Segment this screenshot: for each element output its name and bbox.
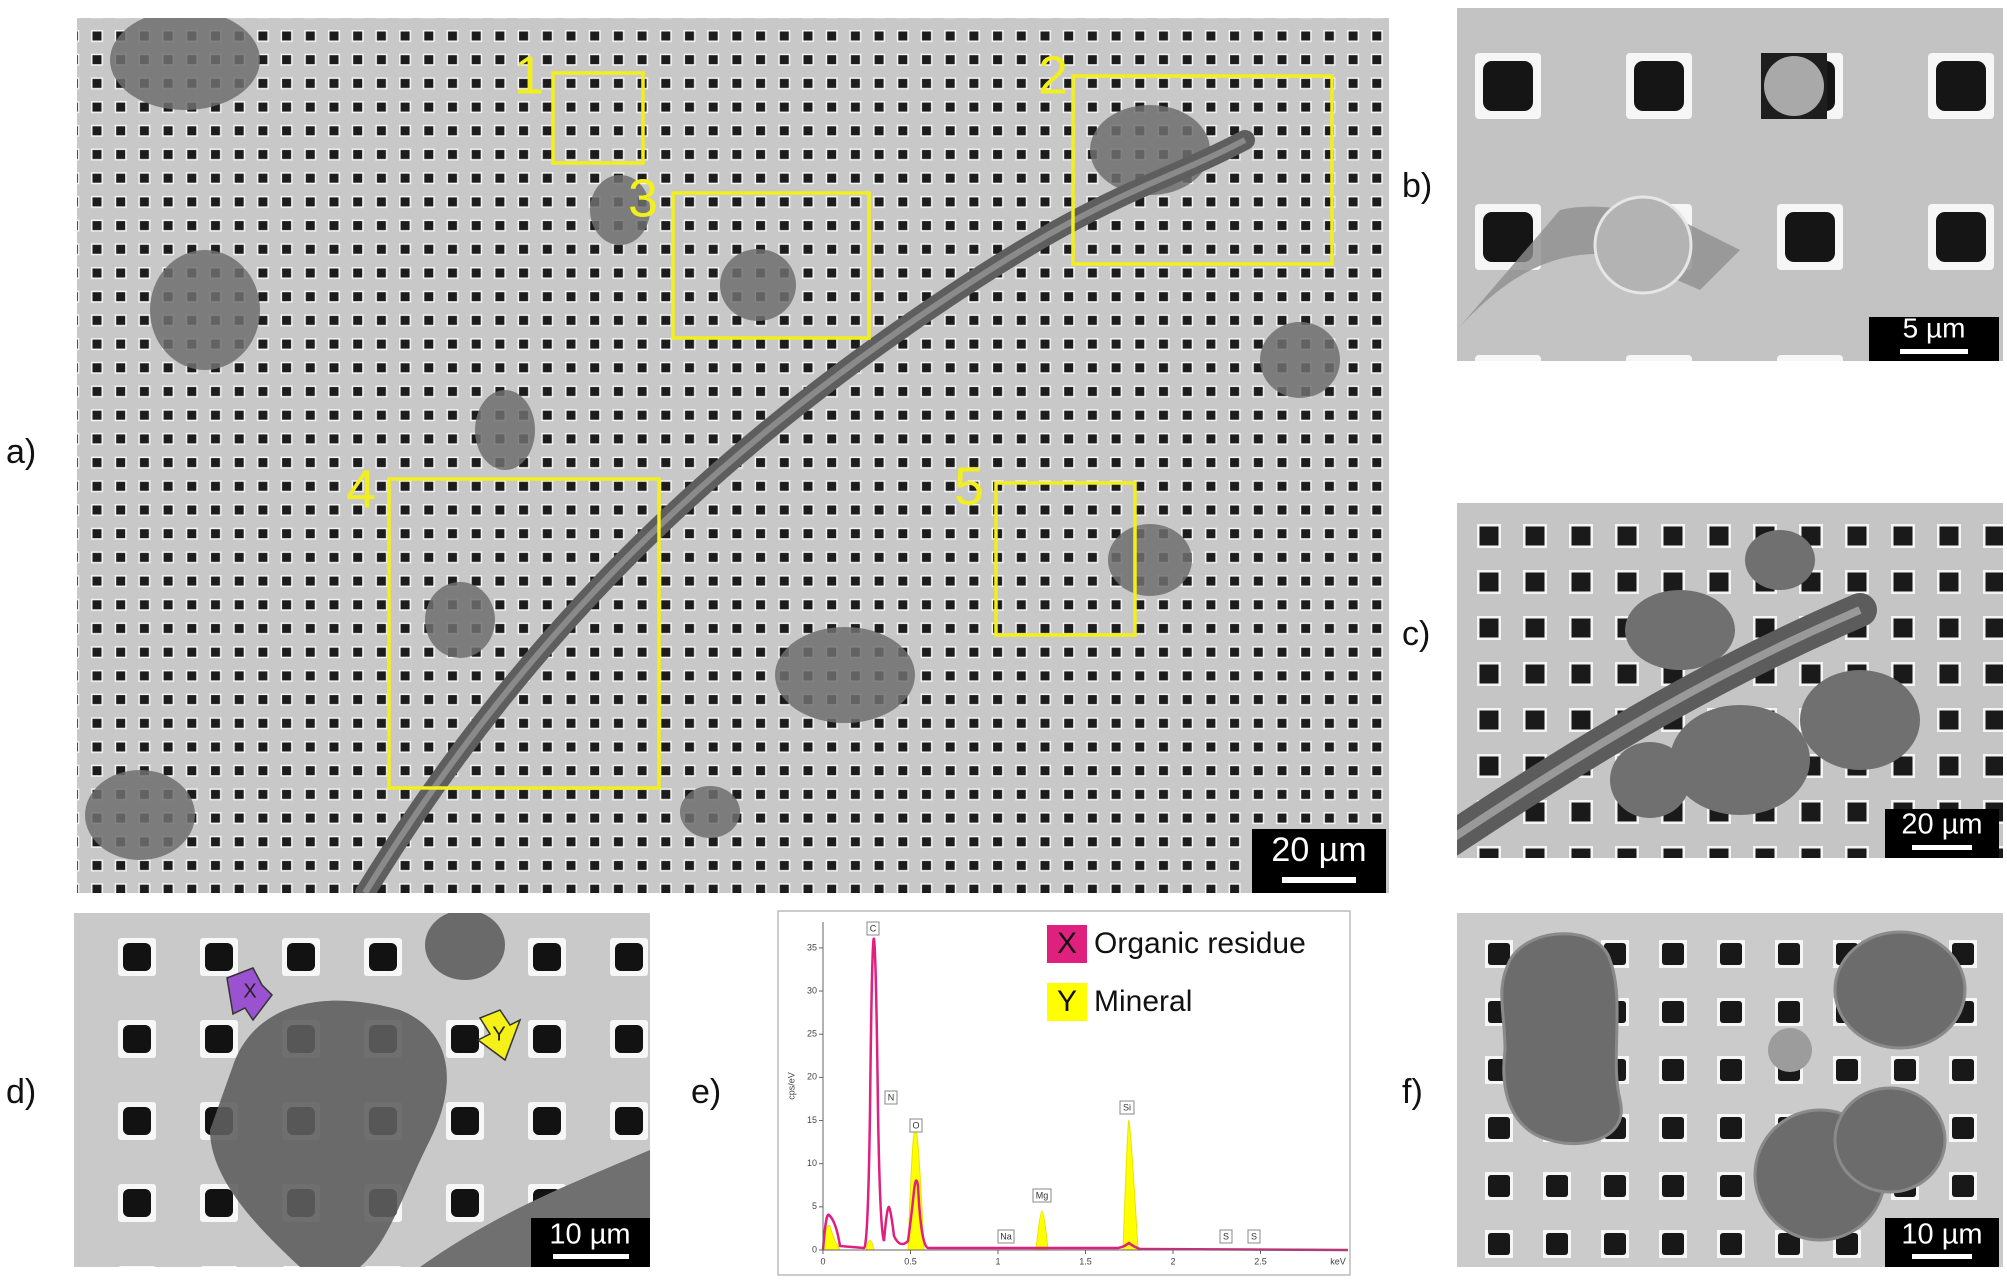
x-tick-label: 0 xyxy=(820,1256,825,1266)
panel-label: a) xyxy=(6,433,36,471)
panel-label: b) xyxy=(1402,167,1432,205)
legend-swatch xyxy=(1047,983,1087,1021)
region-number: 5 xyxy=(954,456,984,516)
y-tick-label: 25 xyxy=(807,1029,817,1039)
element-box xyxy=(909,1118,923,1133)
region-box xyxy=(994,481,1137,637)
particles xyxy=(1610,530,1920,818)
element-labels: C N O Na Mg Si S S xyxy=(866,921,1261,1244)
y-tick-label: 5 xyxy=(812,1201,817,1211)
scale-bar xyxy=(1282,877,1356,883)
legend: X Organic residue Y Mineral xyxy=(1047,925,1306,1021)
x-tick-label: 1 xyxy=(995,1256,1000,1266)
y-tick-label: 10 xyxy=(807,1158,817,1168)
region-box xyxy=(671,191,871,340)
region-box xyxy=(387,477,661,790)
scale-bar-text: 20 µm xyxy=(1901,809,1982,841)
panel-b: 5 µm b) xyxy=(1402,8,2003,361)
y-tick-label: 30 xyxy=(807,985,817,995)
y-tick-label: 20 xyxy=(807,1072,817,1082)
marker-arrow-x xyxy=(226,967,273,1022)
scale-bar-text: 20 µm xyxy=(1271,831,1366,869)
legend-marker: Y xyxy=(1057,985,1077,1018)
marker-label: Y xyxy=(492,1023,505,1045)
region-box xyxy=(551,71,645,165)
element-label: Na xyxy=(1000,1231,1012,1241)
particle xyxy=(425,913,505,980)
legend-label: Organic residue xyxy=(1094,927,1306,960)
element-label: C xyxy=(870,923,877,933)
element-box xyxy=(866,921,880,936)
particles xyxy=(1500,930,1967,1242)
x-tick-label: 1.5 xyxy=(1079,1256,1092,1266)
panel-f: 10 µm f) xyxy=(1402,913,2003,1267)
panel-label: f) xyxy=(1402,1073,1423,1111)
organic-residue xyxy=(210,1000,447,1267)
sem-image xyxy=(1457,8,2003,361)
panel-label: e) xyxy=(691,1073,721,1111)
element-label: N xyxy=(888,1092,895,1102)
x-tick-label: 0.5 xyxy=(904,1256,917,1266)
element-label: S xyxy=(1251,1231,1257,1241)
y-tick-label: 15 xyxy=(807,1115,817,1125)
element-box xyxy=(1119,1100,1135,1115)
region-number: 4 xyxy=(346,459,376,519)
marker-label: X xyxy=(243,980,256,1002)
y-axis-label: cps/eV xyxy=(786,1072,796,1100)
scale-bar-text: 10 µm xyxy=(1901,1219,1982,1251)
element-box xyxy=(997,1229,1015,1244)
scale-bar xyxy=(1900,349,1968,354)
element-label: S xyxy=(1223,1231,1229,1241)
element-box xyxy=(1219,1229,1233,1244)
marker-arrow-y xyxy=(476,1009,522,1062)
element-label: Si xyxy=(1123,1102,1131,1112)
organic-spectrum xyxy=(821,937,1349,1252)
panel-a: 1 2 3 4 5 20 µm a) xyxy=(6,18,1389,893)
region-number: 1 xyxy=(514,45,544,105)
panel-e: cps/eV keV C N O Na Mg Si S S X Organic r… xyxy=(691,910,1351,1276)
x-axis-label: keV xyxy=(1330,1256,1346,1266)
particle xyxy=(1768,1028,1812,1072)
scale-bar-text: 5 µm xyxy=(1903,312,1966,343)
element-box xyxy=(1032,1188,1052,1203)
panel-label: c) xyxy=(1402,615,1430,653)
legend-swatch xyxy=(1047,925,1087,963)
scale-bar xyxy=(1912,1254,1972,1259)
element-label: Mg xyxy=(1036,1190,1049,1200)
scale-bar-text: 10 µm xyxy=(549,1219,630,1251)
legend-label: Mineral xyxy=(1094,985,1192,1018)
region-number: 3 xyxy=(628,168,658,228)
particle xyxy=(1593,195,1693,295)
particle xyxy=(1764,56,1824,116)
element-box xyxy=(884,1090,898,1105)
y-tick-label: 35 xyxy=(807,942,817,952)
x-tick-label: 2.5 xyxy=(1254,1256,1267,1266)
scale-bar xyxy=(553,1254,629,1259)
fiber-highlight xyxy=(1457,606,1862,841)
region-box xyxy=(1071,74,1334,266)
mineral-spectrum xyxy=(822,1119,1139,1251)
panel-c: 20 µm c) xyxy=(1402,503,2003,858)
element-label: O xyxy=(912,1120,919,1130)
particles xyxy=(85,18,1340,860)
element-box xyxy=(1247,1229,1261,1244)
fiber-highlight xyxy=(362,137,1247,893)
y-tick-label: 0 xyxy=(812,1244,817,1254)
x-tick-label: 2 xyxy=(1170,1256,1175,1266)
panel-label: d) xyxy=(6,1073,36,1111)
region-number: 2 xyxy=(1038,45,1068,105)
spectrum-frame xyxy=(777,910,1351,1276)
scale-bar xyxy=(1912,845,1972,850)
panel-d: X Y 10 µm d) xyxy=(6,913,650,1267)
legend-marker: X xyxy=(1057,927,1077,960)
